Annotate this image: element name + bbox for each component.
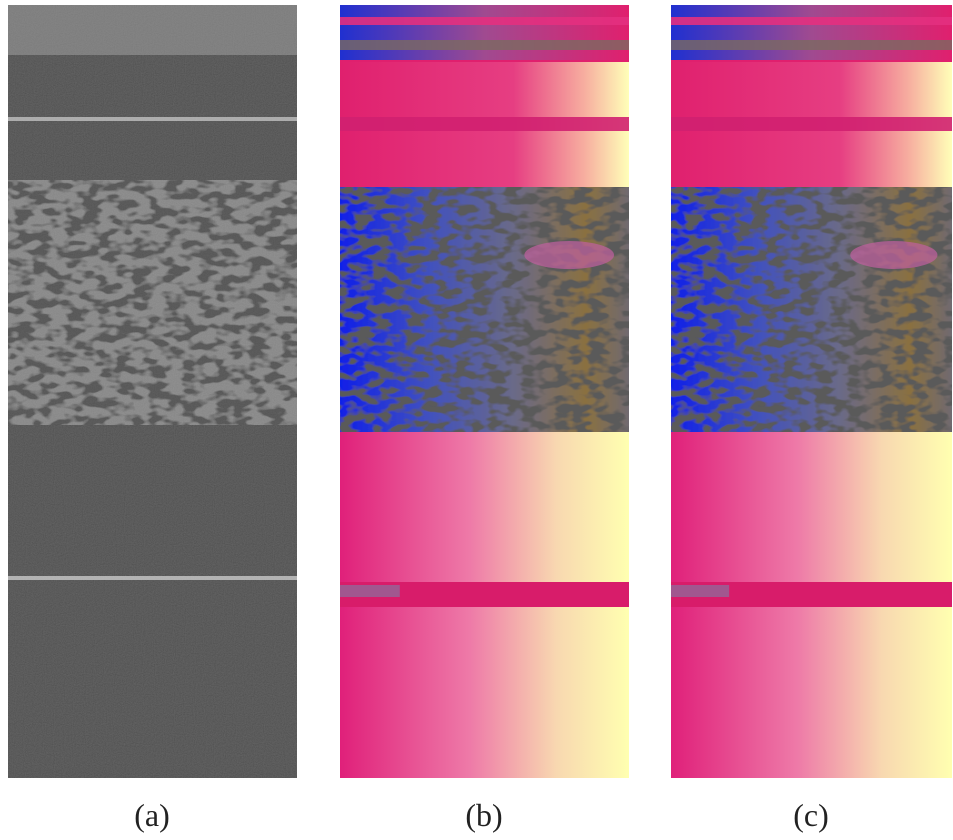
- panel-a: [8, 5, 297, 778]
- bright-line: [8, 117, 297, 121]
- classification-image: [340, 5, 629, 778]
- classification-image: [671, 5, 952, 778]
- page: (a) (b) (c) (() => { const data = JSON.p…: [0, 0, 953, 840]
- panel-label: (a): [134, 797, 170, 833]
- panel-c: [671, 5, 952, 778]
- ripple-band: [8, 180, 297, 425]
- figure: (a) (b) (c): [0, 0, 953, 840]
- textured-band: [8, 5, 297, 55]
- panel-b: [340, 5, 629, 778]
- panel-label: (c): [793, 797, 829, 833]
- bright-line: [8, 576, 297, 580]
- panel-label: (b): [465, 797, 502, 833]
